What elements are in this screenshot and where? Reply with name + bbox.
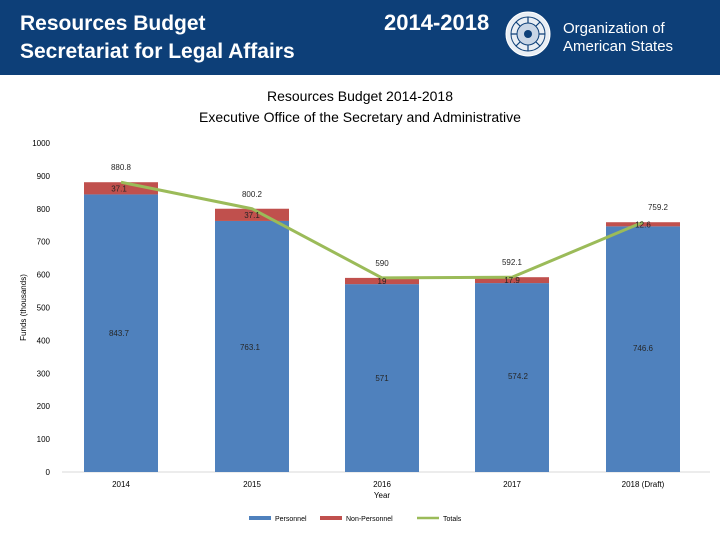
org-name: Organization of American States [563, 20, 673, 56]
x-tick-label: 2014 [112, 480, 130, 489]
header-banner: Resources Budget Secretariat for Legal A… [0, 0, 720, 75]
personnel-data-label: 571 [375, 374, 389, 383]
y-tick-label: 200 [37, 402, 51, 411]
legend-swatch [249, 516, 271, 520]
legend-label: Totals [443, 516, 462, 523]
personnel-bar [345, 284, 419, 472]
header-title-line2: Secretariat for Legal Affairs [20, 40, 295, 63]
totals-data-label: 800.2 [242, 190, 263, 199]
y-tick-label: 500 [37, 304, 51, 313]
chart-title: Resources Budget 2014-2018 [266, 88, 454, 104]
non-personnel-bar [345, 277, 419, 285]
non-personnel-data-label: 37.1 [111, 184, 127, 193]
x-tick-label: 2017 [503, 480, 521, 489]
oas-seal-icon [505, 11, 551, 57]
non-personnel-data-label: 17.9 [504, 276, 520, 285]
non-personnel-data-label: 12.6 [635, 220, 651, 229]
org-name-line2: American States [563, 38, 674, 55]
totals-line [120, 180, 644, 280]
non-personnel-data-label: 19 [378, 277, 387, 286]
personnel-bar [84, 194, 158, 472]
chart-title-block: Resources Budget 2014-2018 Executive Off… [0, 86, 720, 128]
non-personnel-data-label: 37.1 [244, 211, 260, 220]
y-tick-label: 700 [37, 238, 51, 247]
personnel-data-label: 843.7 [109, 329, 130, 338]
non-personnel-bar [475, 277, 549, 284]
legend-swatch [320, 516, 342, 520]
non-personnel-bar [606, 222, 680, 227]
totals-data-label: 759.2 [648, 203, 669, 212]
y-tick-label: 100 [37, 435, 51, 444]
y-tick-label: 400 [37, 336, 51, 345]
x-tick-label: 2018 (Draft) [622, 480, 665, 489]
header-title-line1: Resources Budget [20, 12, 206, 35]
y-tick-label: 600 [37, 271, 51, 280]
personnel-bar [606, 226, 680, 472]
totals-data-label: 590 [375, 259, 389, 268]
personnel-bar [215, 220, 289, 472]
y-axis-label: Funds (thousands) [19, 274, 28, 341]
x-tick-label: 2015 [243, 480, 261, 489]
org-name-line1: Organization of [563, 20, 665, 37]
header-title: Resources Budget Secretariat for Legal A… [20, 10, 295, 66]
totals-data-label: 880.8 [111, 163, 132, 172]
personnel-data-label: 763.1 [240, 343, 261, 352]
personnel-bar [475, 283, 549, 472]
legend-label: Non-Personnel [346, 516, 393, 523]
y-tick-label: 900 [37, 172, 51, 181]
chart-subtitle: Executive Office of the Secretary and Ad… [199, 109, 521, 125]
personnel-data-label: 746.6 [633, 344, 654, 353]
personnel-data-label: 574.2 [508, 372, 529, 381]
legend-label: Personnel [275, 516, 307, 523]
x-axis-label: Year [374, 491, 391, 500]
x-tick-label: 2016 [373, 480, 391, 489]
header-years: 2014-2018 [384, 10, 490, 35]
y-tick-label: 0 [46, 468, 51, 477]
totals-data-label: 592.1 [502, 258, 523, 267]
y-tick-label: 300 [37, 369, 51, 378]
y-tick-label: 800 [37, 205, 51, 214]
y-tick-label: 1000 [32, 139, 50, 148]
